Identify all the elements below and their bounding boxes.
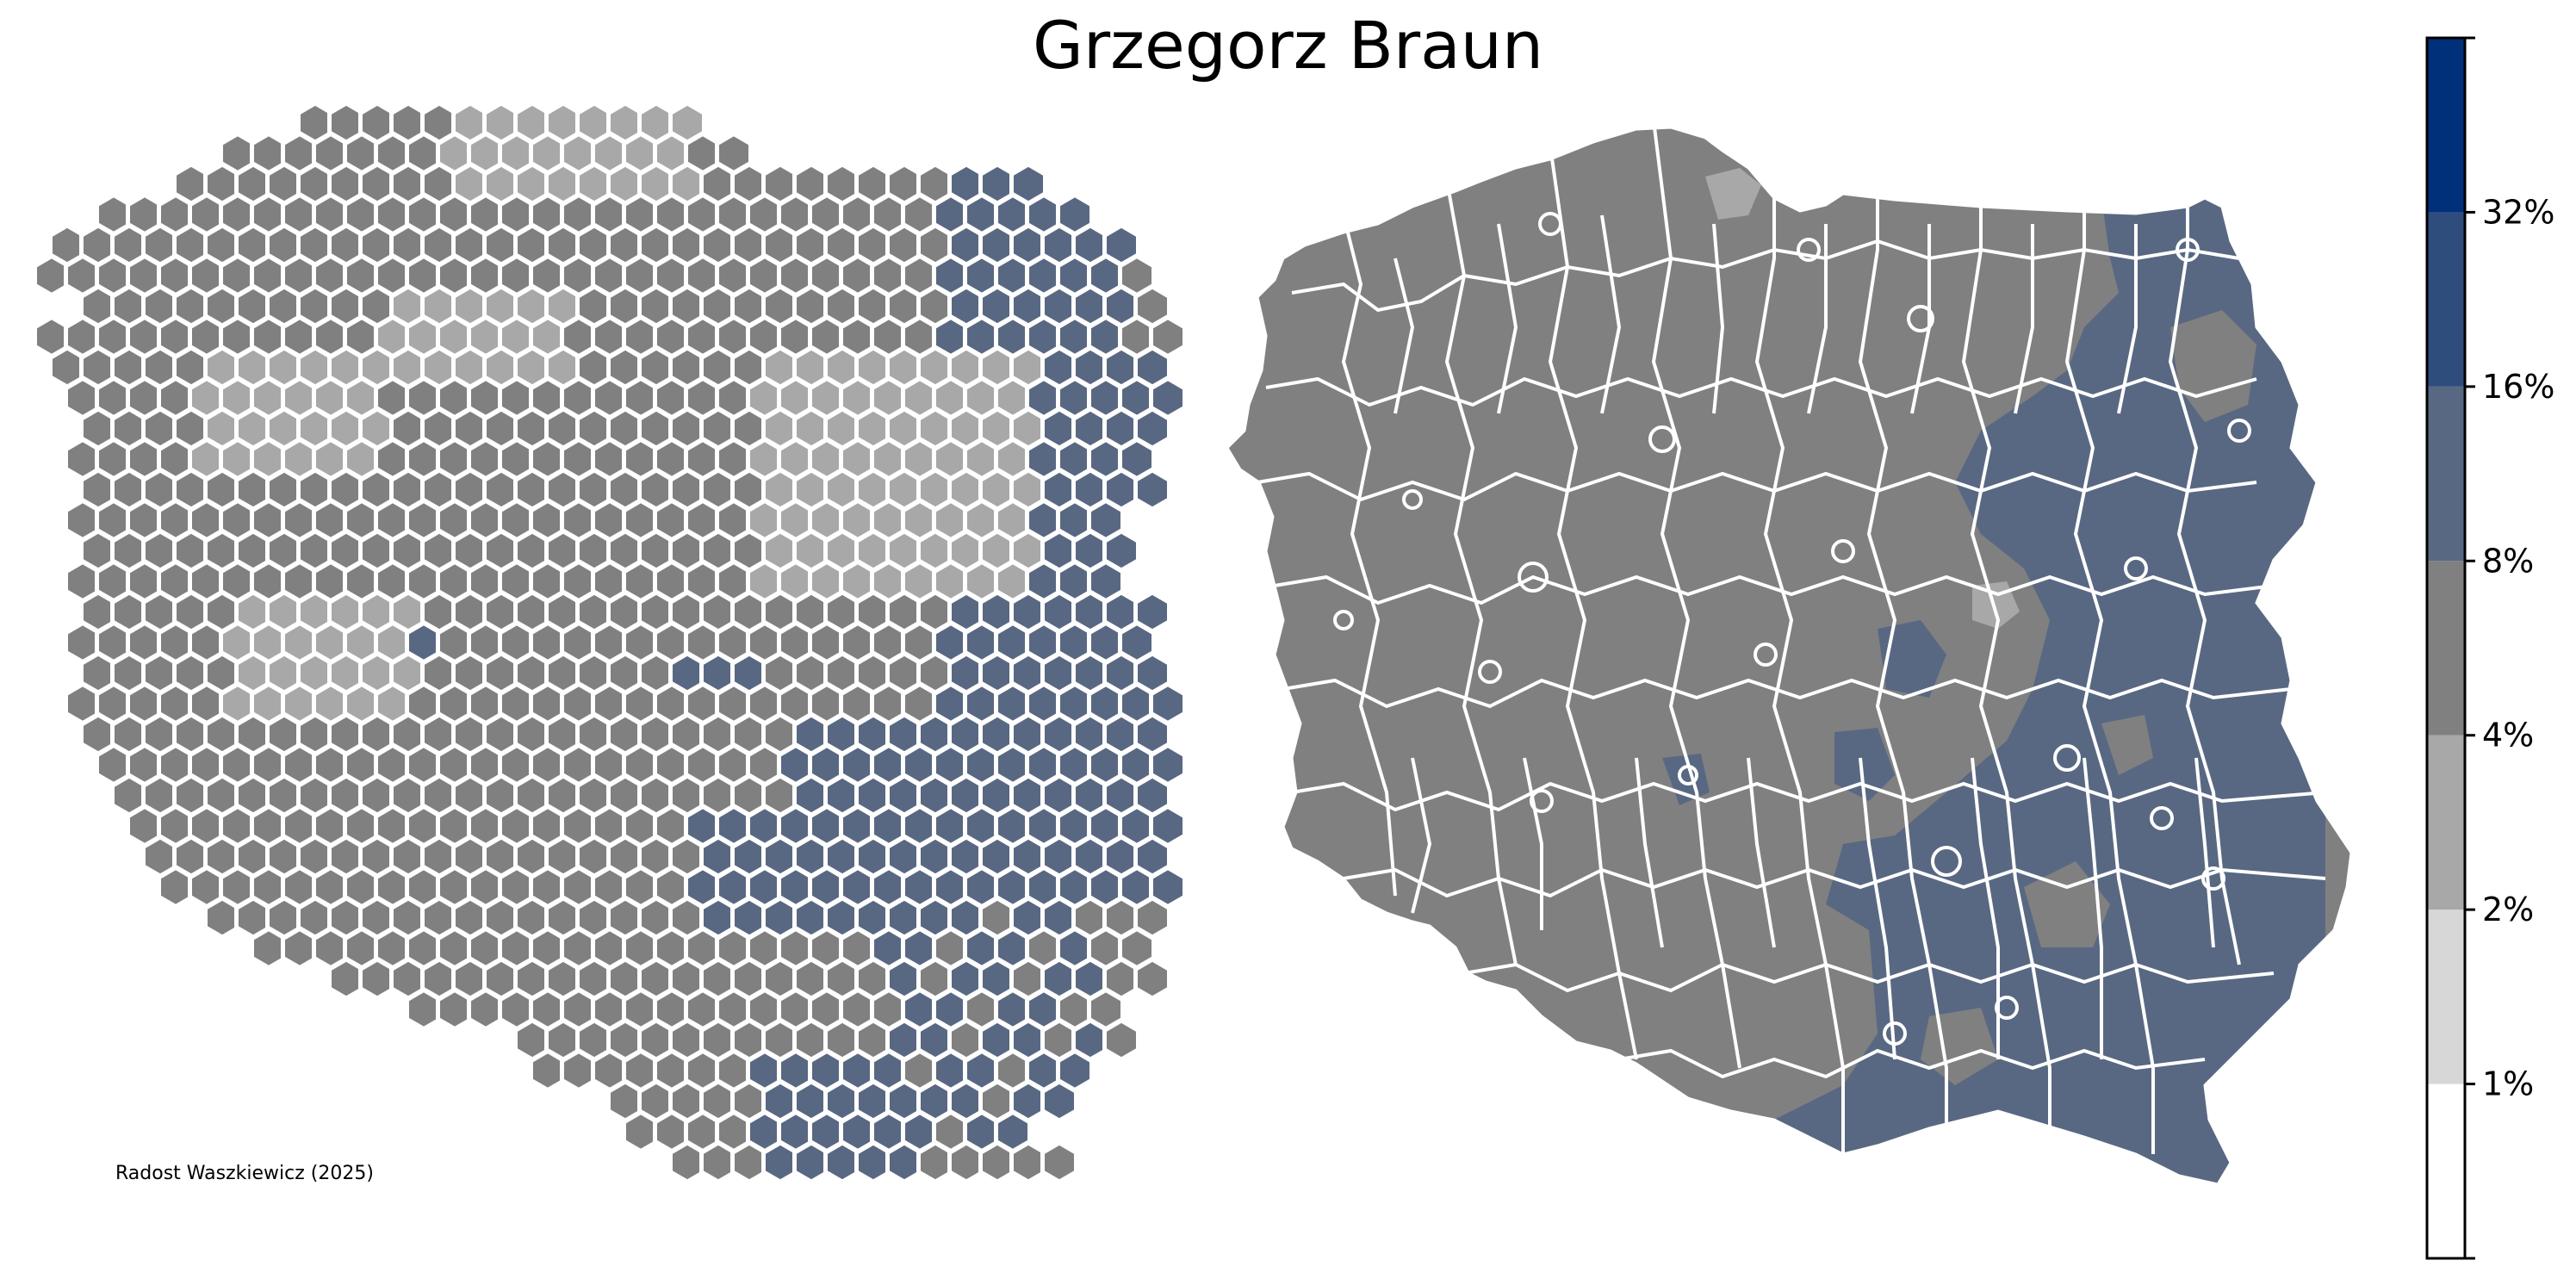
legend-frame [2425,36,2467,1260]
legend-tick-label: 16% [2482,368,2554,406]
legend-bin [2427,38,2465,213]
region-center-light [1972,581,2020,629]
region-borders [1257,127,2326,1154]
legend-tick-label: 2% [2482,891,2534,928]
legend-tick-label: 1% [2482,1065,2534,1103]
legend-bin [2427,561,2465,736]
region-east-gray-4 [2101,715,2153,775]
region-east-gray-2 [2024,861,2110,947]
region-center-blue-2 [1834,728,1895,801]
poland-outline [1226,126,2353,1186]
legend-bin [2427,1083,2465,1258]
region-north-light [1705,168,1761,220]
hex-cell [1040,1140,1078,1184]
legend-tick-label: 4% [2482,717,2534,754]
legend-bin [2427,212,2465,387]
legend-tick-label: 8% [2482,542,2534,580]
hexagon-cartogram [33,101,1187,1184]
region-center-blue-1 [1878,620,1946,698]
map-title: Grzegorz Braun [1032,7,1544,84]
legend-bin [2427,386,2465,562]
hex-cell [1133,468,1171,512]
credit-text: Radost Waszkiewicz (2025) [115,1163,374,1184]
legend-tick-label: 32% [2482,193,2554,231]
hex-cell [1133,957,1171,1001]
city-outlines [1333,212,2251,1046]
hex-cell [1040,1079,1078,1123]
legend-bin [2427,910,2465,1084]
legend-bin [2427,735,2465,910]
region-east-blue [1774,198,2325,1184]
hex-cell [1102,1018,1140,1062]
